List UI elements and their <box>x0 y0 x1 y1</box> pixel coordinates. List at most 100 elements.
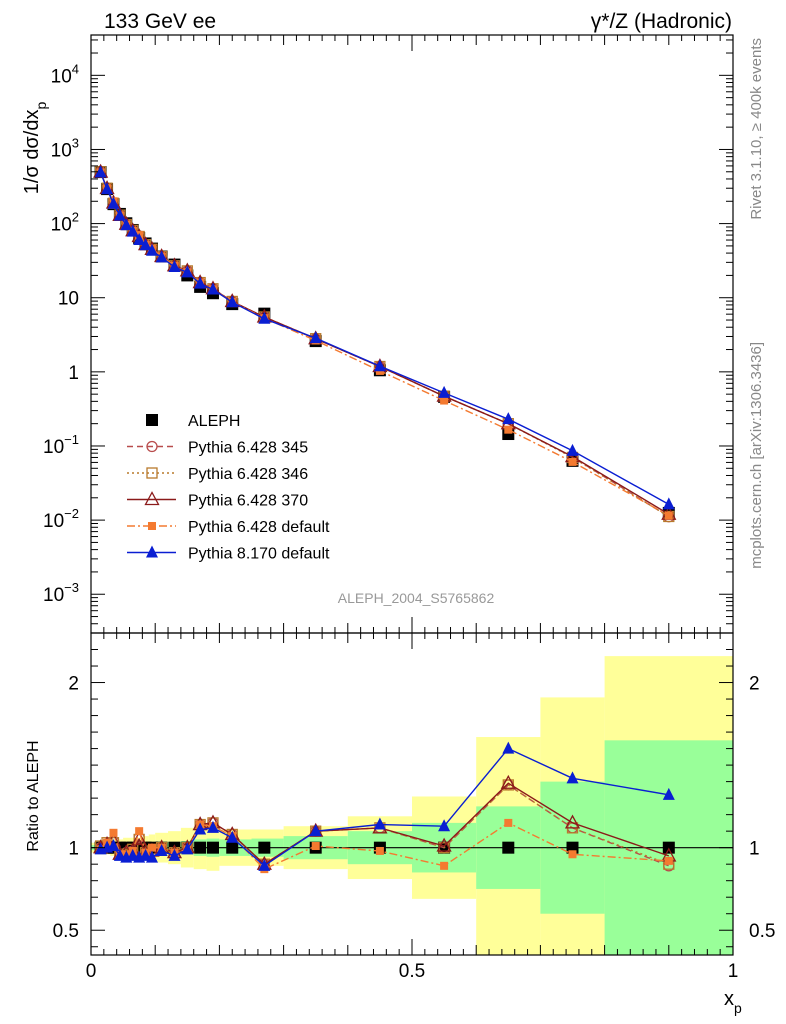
ratio-point-aleph <box>194 841 207 854</box>
ratio-point-p370 <box>500 774 516 789</box>
main-line-p6def <box>99 172 670 517</box>
main-point-p6def <box>664 511 673 520</box>
ratio-y-tick-label-left: 2 <box>68 674 79 695</box>
legend-marker-p6def <box>148 522 156 530</box>
main-y-tick-label: 10−3 <box>43 580 79 606</box>
main-point-p8def <box>258 311 271 324</box>
ratio-point-p6def <box>375 846 384 855</box>
main-point-p8def <box>101 182 114 195</box>
ratio-point-p6def <box>568 850 577 859</box>
ratio-point-aleph <box>206 841 219 854</box>
ratio-point-p8def <box>502 741 515 754</box>
ratio-point-p8def <box>206 820 219 833</box>
legend-marker-p346 <box>146 467 158 479</box>
x-tick-label: 0 <box>86 961 97 982</box>
ratio-point-p370 <box>131 831 147 846</box>
legend-marker-p8def <box>146 545 158 558</box>
ratio-y-tick-label-right: 2 <box>749 674 760 695</box>
main-frame <box>90 34 734 634</box>
ratio-y-axis-label: Ratio to ALEPH <box>25 740 42 851</box>
ratio-point-aleph <box>226 841 239 854</box>
main-point-p8def <box>126 224 139 237</box>
ratio-point-p8def <box>155 843 168 856</box>
ratio-point-p8def <box>309 824 322 837</box>
ratio-y-tick-label-left: 0.5 <box>53 921 79 942</box>
ratio-point-p6def <box>440 861 449 870</box>
ratio-point-p6def <box>504 818 513 827</box>
analysis-label: ALEPH_2004_S5765862 <box>338 590 495 606</box>
main-point-p8def <box>107 196 120 209</box>
legend: ALEPH Pythia 6.428 345 Pythia 6.428 346 Pyt… <box>127 413 330 563</box>
ratio-line-p6def <box>100 822 669 870</box>
main-y-tick-label: 1 <box>68 363 79 384</box>
main-y-tick-label: 104 <box>51 61 79 87</box>
legend-label-p345: Pythia 6.428 345 <box>188 440 308 457</box>
ratio-y-tick-label-left: 1 <box>68 839 79 860</box>
ratio-point-aleph <box>502 841 515 854</box>
ratio-point-p6def <box>311 842 320 851</box>
legend-label-aleph: ALEPH <box>188 413 240 430</box>
main-point-p8def <box>309 331 322 344</box>
energy-label: 133 GeV ee <box>104 10 216 33</box>
x-tick-label: 1 <box>728 961 739 982</box>
x-tick-label: 0.5 <box>399 961 425 982</box>
ratio-point-p8def <box>168 848 181 861</box>
main-point-p8def <box>194 276 207 289</box>
ratio-point-p8def <box>662 787 675 800</box>
legend-marker-aleph <box>146 414 158 426</box>
main-point-p8def <box>373 359 386 372</box>
main-series-group <box>93 163 677 523</box>
main-y-axis-label: 1/σ dσ/dxp <box>21 102 49 195</box>
main-point-p8def <box>155 250 168 263</box>
main-point-p6def <box>568 457 577 466</box>
ratio-point-p8def <box>194 822 207 835</box>
ratio-series-group <box>93 741 677 874</box>
ratio-point-p370 <box>436 837 452 852</box>
main-point-p8def <box>502 412 515 425</box>
main-point-p8def <box>133 233 146 246</box>
ratio-point-p8def <box>258 858 271 871</box>
main-line-p370 <box>99 171 670 515</box>
main-line-p8def <box>99 172 670 506</box>
legend-label-p370: Pythia 6.428 370 <box>188 493 308 510</box>
legend-label-p6def: Pythia 6.428 default <box>188 519 330 536</box>
main-y-tick-label: 10 <box>58 289 79 310</box>
main-axes: 10−3 10−2 10−1 1 10 102 103 104 <box>43 34 734 634</box>
main-point-p8def <box>113 208 126 221</box>
main-point-p8def <box>206 282 219 295</box>
main-line-p346 <box>99 171 670 518</box>
legend-label-p346: Pythia 6.428 346 <box>188 466 308 483</box>
ratio-uncertainty-bands <box>91 656 733 955</box>
main-point-p8def <box>566 443 579 456</box>
main-point-p8def <box>181 265 194 278</box>
main-point-p8def <box>139 238 152 251</box>
legend-marker-p345 <box>146 440 158 453</box>
ratio-point-p6def <box>135 827 144 836</box>
main-y-tick-label: 10−2 <box>43 506 79 532</box>
main-point-p8def <box>94 165 107 178</box>
main-point-p8def <box>145 243 158 256</box>
ratio-point-p8def <box>566 771 579 784</box>
ratio-point-p6def <box>109 828 118 837</box>
main-point-p8def <box>168 259 181 272</box>
ratio-point-p8def <box>438 819 451 832</box>
main-point-p6def <box>440 396 449 405</box>
main-y-tick-label: 10−1 <box>43 432 79 458</box>
ratio-point-p8def <box>145 850 158 863</box>
legend-marker-p370 <box>144 491 160 506</box>
ratio-point-p8def <box>226 830 239 843</box>
main-point-p8def <box>662 497 675 510</box>
ratio-point-p6def <box>147 843 156 852</box>
ratio-point-p8def <box>107 839 120 852</box>
ratio-y-tick-label-right: 0.5 <box>749 921 775 942</box>
main-point-p8def <box>226 295 239 308</box>
legend-label-p8def: Pythia 8.170 default <box>188 546 330 563</box>
main-y-tick-label: 103 <box>51 135 79 161</box>
ratio-y-tick-label-right: 1 <box>749 839 760 860</box>
ratio-point-p6def <box>664 856 673 865</box>
mcplots-label: mcplots.cern.ch [arXiv:1306.3436] <box>748 342 765 569</box>
main-point-p8def <box>120 218 133 231</box>
ratio-point-p8def <box>181 842 194 855</box>
ratio-axes: 0.5 0.5 1 1 2 2 0 0.5 1 <box>53 632 775 982</box>
